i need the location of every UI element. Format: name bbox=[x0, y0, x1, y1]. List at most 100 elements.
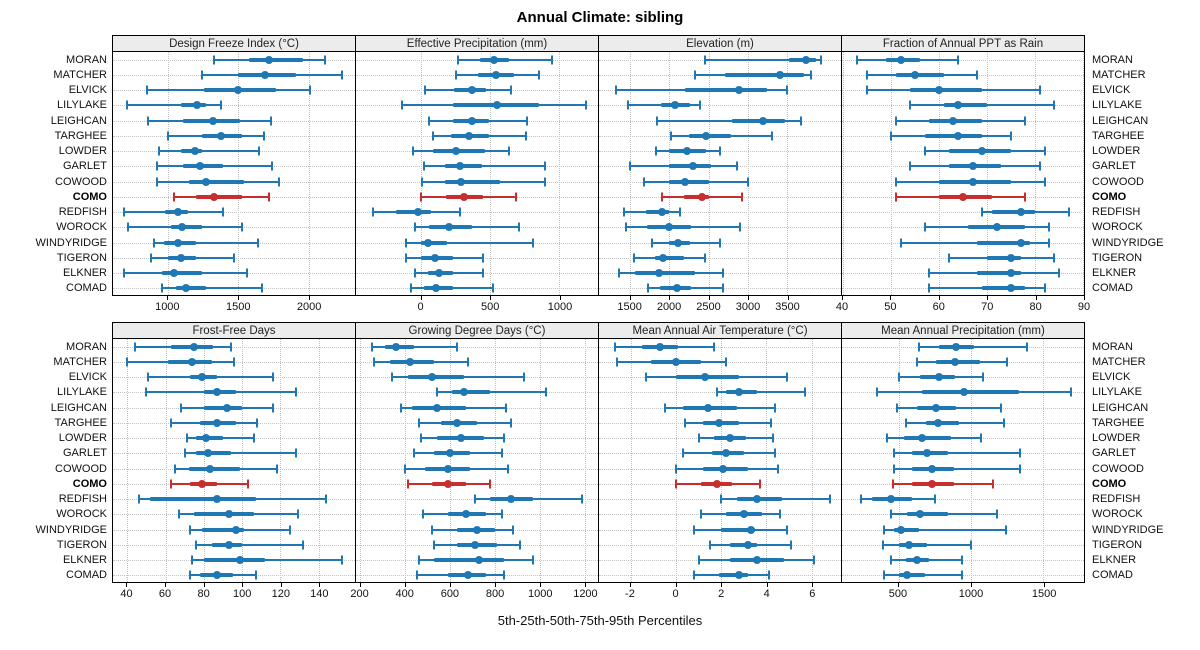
whisker-cap bbox=[859, 494, 862, 504]
whisker-cap bbox=[134, 342, 136, 352]
whisker-cap bbox=[885, 433, 888, 443]
station-label: MATCHER bbox=[53, 355, 107, 368]
whisker-cap bbox=[431, 525, 434, 535]
median-dot bbox=[423, 238, 432, 247]
whisker-cap bbox=[545, 387, 548, 397]
station-label: LEIGHCAN bbox=[1092, 114, 1149, 127]
whisker-cap bbox=[1019, 464, 1022, 474]
whisker-cap bbox=[482, 253, 485, 263]
station-label: LILYLAKE bbox=[1092, 99, 1142, 112]
whisker-cap bbox=[537, 70, 540, 80]
median-dot bbox=[443, 479, 452, 488]
whisker-cap bbox=[526, 116, 529, 126]
grid-line-vertical bbox=[747, 52, 749, 295]
station-label: MORAN bbox=[66, 53, 107, 66]
median-dot bbox=[506, 495, 515, 504]
whisker-line-5th-95th bbox=[894, 467, 1021, 470]
plot-area bbox=[112, 52, 356, 296]
whisker-cap bbox=[406, 479, 409, 489]
whisker-line-5th-95th bbox=[436, 391, 547, 394]
grid-line-vertical bbox=[669, 52, 671, 295]
median-dot bbox=[443, 464, 452, 473]
whisker-cap bbox=[899, 238, 902, 248]
whisker-cap bbox=[774, 403, 777, 413]
median-dot bbox=[801, 55, 810, 64]
median-dot bbox=[923, 449, 932, 458]
grid-line-vertical bbox=[450, 339, 452, 582]
whisker-line-5th-95th bbox=[656, 119, 802, 122]
whisker-cap bbox=[258, 146, 261, 156]
station-label: WINDYRIDGE bbox=[35, 523, 108, 536]
whisker-cap bbox=[679, 207, 682, 217]
whisker-cap bbox=[875, 387, 878, 397]
iqr-bar-25th-75th bbox=[434, 558, 504, 563]
iqr-bar-25th-75th bbox=[894, 527, 919, 532]
axis-tick bbox=[420, 296, 422, 300]
axis-tick-label: 40 bbox=[835, 301, 849, 313]
whisker-cap bbox=[189, 570, 192, 580]
whisker-cap bbox=[812, 555, 815, 565]
axis-tick bbox=[495, 583, 497, 587]
panel-strip: Fraction of Annual PPT as Rain bbox=[841, 35, 1085, 52]
whisker-cap bbox=[916, 357, 919, 367]
whisker-cap bbox=[417, 555, 420, 565]
median-dot bbox=[457, 177, 466, 186]
station-label: LEIGHCAN bbox=[50, 401, 107, 414]
whisker-cap bbox=[692, 525, 695, 535]
median-dot bbox=[959, 192, 967, 201]
whisker-cap bbox=[256, 418, 259, 428]
whisker-cap bbox=[126, 357, 129, 367]
whisker-cap bbox=[670, 131, 673, 141]
iqr-bar-25th-75th bbox=[977, 240, 1031, 245]
whisker-cap bbox=[270, 161, 273, 171]
axis-tick-label: 100 bbox=[233, 588, 252, 600]
median-dot bbox=[210, 192, 219, 201]
trellis-chart: MORAN MATCHER ELVICK LILYLAKE LEIGHCAN TARGHE… bbox=[0, 35, 1200, 606]
median-dot bbox=[265, 55, 274, 64]
whisker-cap bbox=[123, 207, 126, 217]
median-dot bbox=[1016, 238, 1025, 247]
iqr-bar-25th-75th bbox=[977, 271, 1021, 276]
station-label: TARGHEE bbox=[54, 416, 107, 429]
whisker-cap bbox=[810, 70, 813, 80]
median-dot bbox=[670, 101, 679, 110]
axis-tick-label: 1000 bbox=[958, 588, 984, 600]
median-dot bbox=[735, 86, 744, 95]
panel-strip: Effective Precipitation (mm) bbox=[355, 35, 599, 52]
whisker-cap bbox=[155, 177, 158, 187]
panel-strip: Frost-Free Days bbox=[112, 322, 356, 339]
station-label: MATCHER bbox=[1092, 68, 1146, 81]
whisker-cap bbox=[928, 283, 931, 293]
median-dot bbox=[681, 177, 690, 186]
median-dot bbox=[775, 70, 784, 79]
station-label: REDFISH bbox=[1092, 493, 1141, 506]
median-dot bbox=[702, 131, 711, 140]
station-label: TIGERON bbox=[56, 538, 107, 551]
whisker-cap bbox=[769, 418, 772, 428]
median-dot bbox=[721, 449, 730, 458]
whisker-cap bbox=[1048, 222, 1051, 232]
median-dot bbox=[213, 571, 222, 580]
axis-tick-label: 0 bbox=[417, 301, 424, 313]
axis-tick-label: 200 bbox=[350, 588, 369, 600]
median-dot bbox=[432, 284, 441, 293]
axis-tick-label: -2 bbox=[625, 588, 635, 600]
axis-tick bbox=[559, 296, 561, 300]
station-label: ELVICK bbox=[1092, 84, 1131, 97]
whisker-line-5th-95th bbox=[159, 150, 260, 153]
whisker-cap bbox=[415, 570, 418, 580]
plot-area bbox=[112, 339, 356, 583]
median-dot bbox=[213, 388, 222, 397]
whisker-cap bbox=[785, 525, 788, 535]
whisker-cap bbox=[996, 509, 999, 519]
whisker-cap bbox=[1048, 238, 1051, 248]
whisker-cap bbox=[149, 253, 152, 263]
whisker-cap bbox=[246, 479, 249, 489]
whisker-cap bbox=[370, 342, 373, 352]
median-dot bbox=[491, 70, 500, 79]
median-dot bbox=[452, 418, 461, 427]
median-dot bbox=[234, 86, 243, 95]
grid-line-vertical bbox=[360, 339, 362, 582]
whisker-cap bbox=[500, 448, 503, 458]
grid-line-horizontal bbox=[599, 499, 841, 501]
